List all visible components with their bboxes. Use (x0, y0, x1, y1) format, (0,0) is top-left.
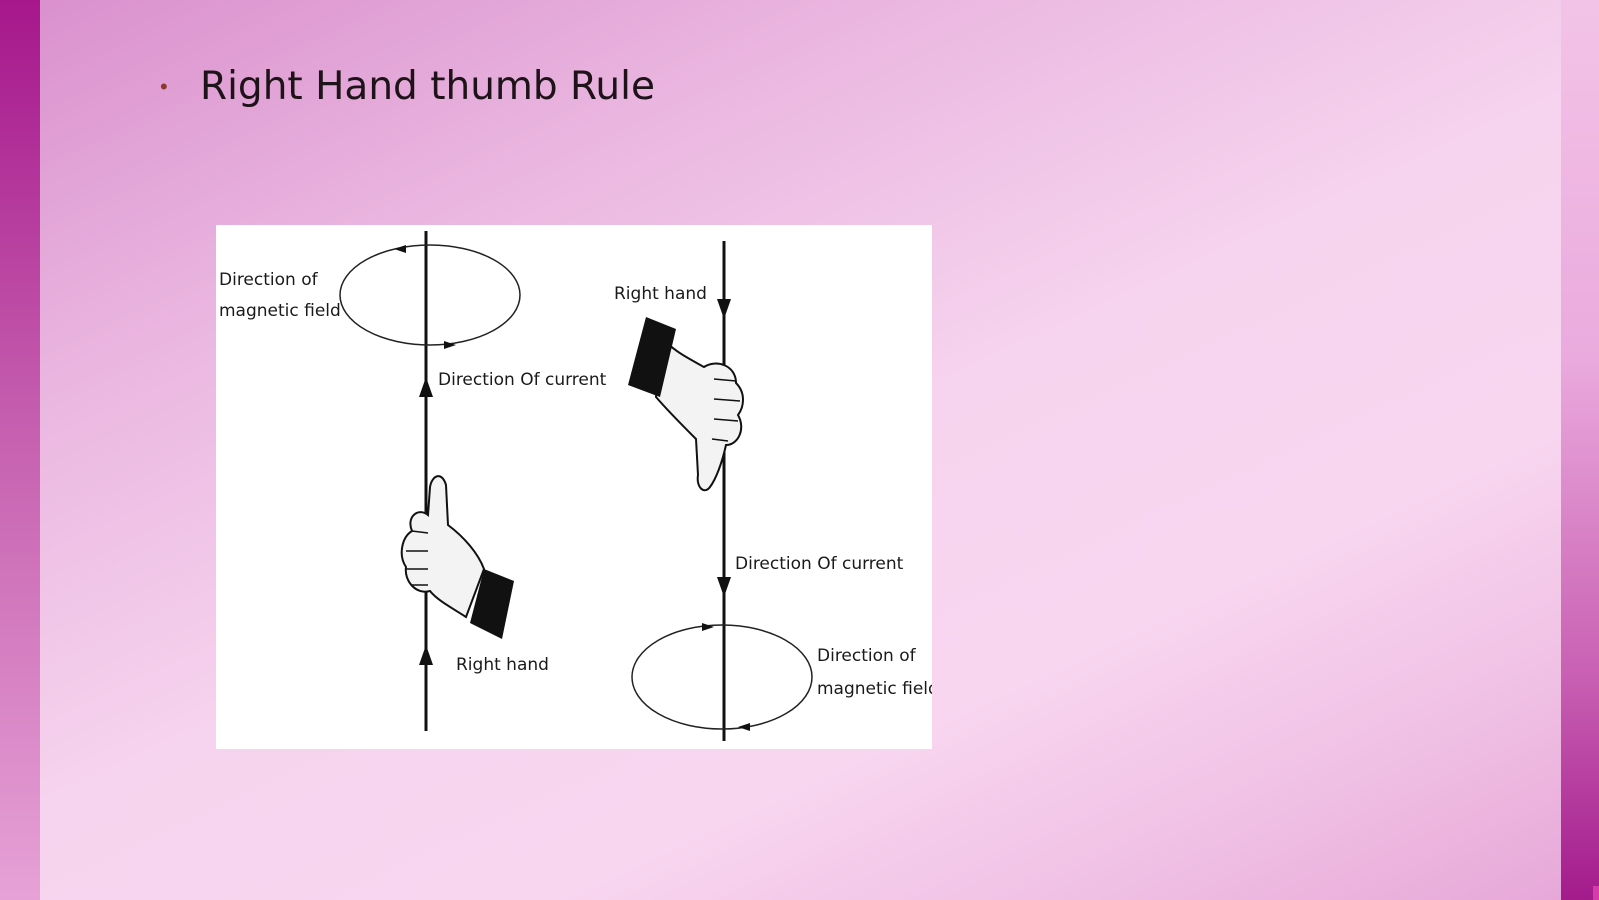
right-field-arrow-bottom (738, 723, 750, 731)
left-accent-bar (0, 0, 40, 900)
right-hand-label: Right hand (614, 284, 707, 304)
left-hand-label: Right hand (456, 655, 549, 675)
right-current-label: Direction Of current (735, 554, 904, 574)
left-field-label-line2: magnetic field (219, 301, 341, 321)
left-field-arrow-top (394, 245, 406, 253)
right-accent-bar (1561, 0, 1599, 900)
left-current-arrow-lower (419, 645, 433, 665)
right-current-arrow-lower (717, 577, 731, 597)
slide-title: Right Hand thumb Rule (200, 64, 655, 109)
right-current-arrow-upper (717, 299, 731, 319)
left-field-label-line1: Direction of (219, 270, 319, 290)
left-right-hand-icon (400, 475, 514, 639)
left-current-label: Direction Of current (438, 370, 607, 390)
bullet-icon: • (160, 74, 168, 99)
bullet-item: • Right Hand thumb Rule (160, 62, 655, 112)
right-hand-rule-diagram: Direction of magnetic field Direction Of… (216, 225, 932, 749)
corner-accent (1593, 886, 1599, 900)
right-field-label-line2: magnetic field (817, 679, 932, 699)
right-field-label-line1: Direction of (817, 646, 917, 666)
left-field-arrow-bottom (444, 341, 456, 349)
right-field-arrow-top (702, 623, 714, 631)
left-current-arrow-upper (419, 377, 433, 397)
right-right-hand-icon (628, 317, 744, 492)
right-field-loop (631, 624, 813, 730)
left-field-loop (339, 244, 521, 346)
